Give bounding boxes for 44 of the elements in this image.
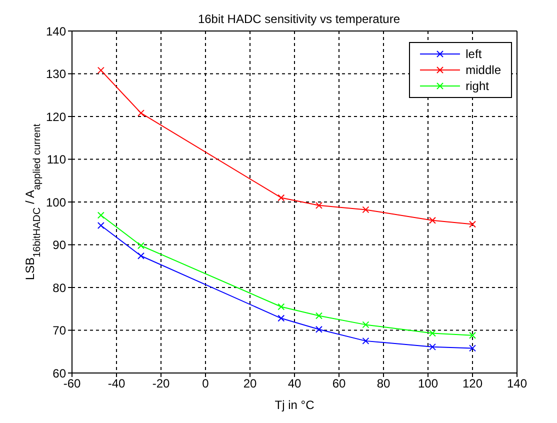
chart-title: 16bit HADC sensitivity vs temperature (196, 12, 402, 26)
y-tick-label: 110 (46, 152, 66, 167)
point (97, 212, 104, 219)
point (362, 206, 370, 214)
point (469, 332, 476, 339)
x-tick-label: 0 (202, 376, 210, 391)
x-tick-label: -40 (108, 376, 126, 391)
y-tick-label: 100 (46, 195, 66, 210)
x-tick-label: 20 (243, 376, 257, 391)
legend-label: right (466, 79, 489, 93)
point (428, 330, 436, 337)
point (469, 344, 476, 352)
point (469, 220, 476, 228)
point (315, 312, 322, 320)
x-tick-label: 120 (462, 376, 483, 391)
y-tick-label: 140 (46, 24, 66, 38)
point (137, 252, 144, 260)
x-tick-label: 40 (288, 376, 302, 391)
point (97, 222, 104, 230)
x-tick-label: 100 (418, 376, 438, 391)
point (278, 194, 285, 202)
point (278, 314, 285, 322)
x-tick-label: 80 (376, 376, 390, 391)
y-tick-label: 130 (46, 67, 66, 82)
point (428, 343, 436, 350)
y-tick-label: 90 (52, 238, 66, 252)
x-tick-label: 60 (332, 376, 346, 391)
y-tick-label: 80 (52, 280, 66, 295)
x-tick-label: 140 (506, 376, 528, 391)
point (137, 242, 144, 250)
x-tick-label: -20 (152, 376, 170, 391)
point (362, 321, 370, 328)
x-axis-title: Tj in °C (274, 398, 315, 412)
point (315, 202, 322, 209)
y-tick-label: 120 (46, 110, 66, 124)
point (428, 216, 436, 224)
point (315, 326, 322, 333)
point (97, 66, 104, 74)
point (362, 337, 370, 344)
legend-label: left (466, 47, 482, 61)
point (278, 303, 285, 310)
y-tick-label: 70 (52, 324, 66, 338)
legend-label: middle (466, 63, 501, 77)
point (137, 110, 144, 117)
